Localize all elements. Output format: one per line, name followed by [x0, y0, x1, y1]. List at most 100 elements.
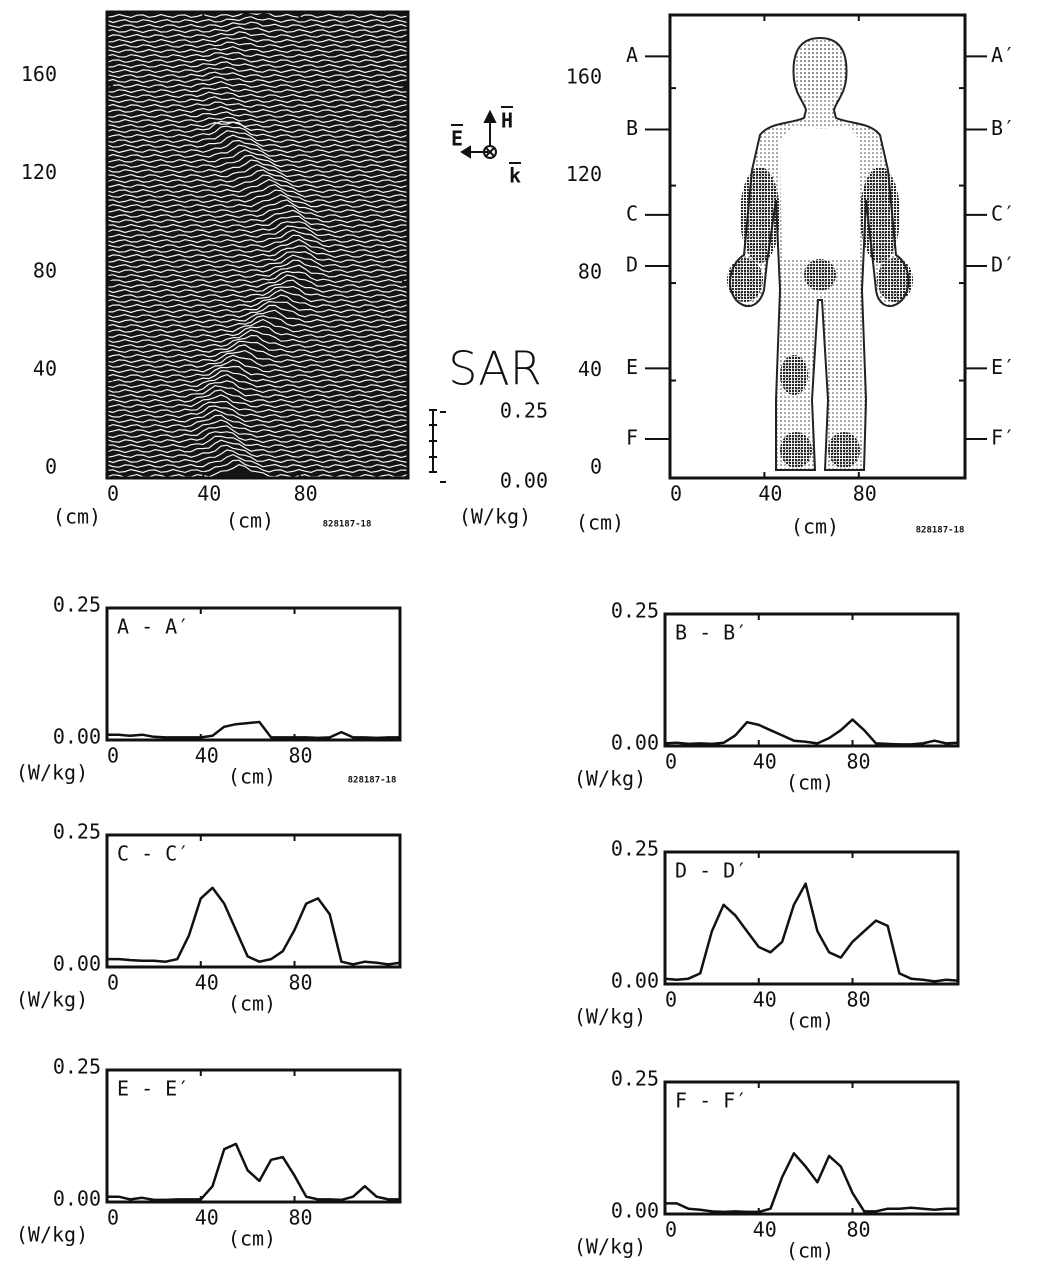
x-axis-unit: (cm) [228, 992, 276, 1016]
waterfall-trace [106, 149, 408, 164]
waterfall-trace [106, 91, 408, 99]
waterfall-trace [106, 444, 408, 459]
waterfall-trace [106, 71, 408, 79]
waterfall-trace [106, 66, 408, 74]
waterfall-trace [106, 385, 408, 399]
y-axis-unit: (W/kg) [574, 1005, 646, 1029]
colorbar-scale [429, 409, 437, 473]
waterfall-trace [106, 215, 408, 229]
y-tick-label: 0.00 [611, 731, 659, 755]
waterfall-trace [106, 16, 408, 24]
waterfall-trace [106, 238, 408, 254]
waterfall-trace [106, 409, 408, 424]
waterfall-trace [106, 204, 408, 219]
waterfall-trace [106, 116, 408, 124]
waterfall-texture [106, 11, 408, 479]
y-axis-unit: (cm) [576, 511, 624, 535]
y-tick-label: 0.00 [53, 952, 101, 976]
body-silhouette [727, 36, 913, 471]
plot-frame [105, 1068, 402, 1204]
waterfall-trace [106, 26, 408, 34]
y-tick-label: 80 [578, 260, 602, 284]
waterfall-trace [106, 121, 408, 129]
y-tick-label: 160 [566, 65, 602, 89]
waterfall-trace [106, 120, 408, 134]
plot-frame [663, 1080, 960, 1216]
sar-profile [107, 720, 400, 740]
panel-title: A - A′ [117, 615, 189, 639]
sar-profile [664, 882, 959, 983]
waterfall-trace [106, 52, 408, 59]
section-label: F [626, 426, 638, 450]
waterfall-trace [106, 61, 408, 69]
y-tick-label: 0.00 [611, 969, 659, 993]
x-tick-label: 0 [670, 482, 682, 506]
waterfall-trace [106, 144, 408, 159]
waterfall-trace [106, 300, 408, 314]
sar-profile [107, 886, 401, 966]
waterfall-trace [106, 111, 407, 119]
field-label: E [451, 127, 463, 151]
y-tick-label: 0.00 [611, 1199, 659, 1223]
panel-title: B - B′ [675, 621, 747, 645]
sar-profile [665, 1152, 958, 1214]
waterfall-trace [106, 125, 408, 139]
waterfall-trace [106, 259, 408, 274]
waterfall-trace [106, 453, 408, 469]
y-tick-label: 0.25 [611, 1067, 659, 1091]
waterfall-trace [106, 178, 408, 194]
x-tick-label: 80 [846, 988, 870, 1012]
x-axis-unit: (cm) [786, 771, 834, 795]
y-tick-label: 0.25 [611, 837, 659, 861]
waterfall-trace [106, 234, 408, 249]
waterfall-trace [106, 174, 408, 189]
waterfall-trace [106, 340, 408, 354]
x-tick-label: 0 [665, 1218, 677, 1242]
waterfall-trace [106, 264, 408, 279]
waterfall-trace [106, 193, 408, 209]
waterfall-trace [106, 304, 408, 319]
x-tick-label: 0 [665, 988, 677, 1012]
waterfall-trace [106, 199, 408, 214]
x-tick-label: 40 [195, 744, 219, 768]
waterfall-trace [106, 225, 408, 239]
y-tick-label: 40 [578, 357, 602, 381]
section-label: D [626, 252, 638, 276]
x-axis-unit: (cm) [228, 1227, 276, 1251]
waterfall-trace [106, 329, 408, 344]
y-tick-label: 0.25 [53, 593, 101, 617]
waterfall-trace [106, 159, 408, 174]
x-axis-unit: (cm) [226, 509, 274, 533]
waterfall-trace [106, 229, 408, 244]
waterfall-trace [106, 31, 408, 39]
sar-profile [664, 718, 959, 746]
waterfall-trace [106, 139, 408, 154]
waterfall-trace [106, 459, 407, 474]
x-tick-label: 0 [665, 750, 677, 774]
y-axis-unit: (W/kg) [574, 767, 646, 791]
colorbar-tick-label: 0.00 [500, 469, 548, 493]
x-axis-unit: (cm) [228, 765, 276, 789]
x-tick-label: 40 [753, 750, 777, 774]
colorbar-title: SAR [448, 342, 541, 396]
y-axis-unit: (W/kg) [16, 1223, 88, 1247]
section-label-end: F′ [991, 426, 1015, 450]
waterfall-trace [106, 294, 408, 309]
panel-title: F - F′ [675, 1089, 747, 1113]
waterfall-trace [106, 389, 408, 404]
waterfall-trace [106, 315, 408, 329]
y-axis-unit: (W/kg) [16, 761, 88, 785]
waterfall-trace [106, 270, 408, 284]
waterfall-trace [106, 419, 408, 434]
waterfall-trace [106, 405, 408, 419]
x-tick-label: 40 [195, 1206, 219, 1230]
waterfall-trace [106, 425, 408, 439]
x-tick-label: 80 [288, 1206, 312, 1230]
x-tick-label: 0 [107, 971, 119, 995]
y-axis-unit: (cm) [53, 505, 101, 529]
y-tick-label: 0.25 [611, 599, 659, 623]
waterfall-trace [106, 154, 408, 169]
x-axis-unit: (cm) [786, 1009, 834, 1033]
plot-frame [663, 850, 960, 986]
